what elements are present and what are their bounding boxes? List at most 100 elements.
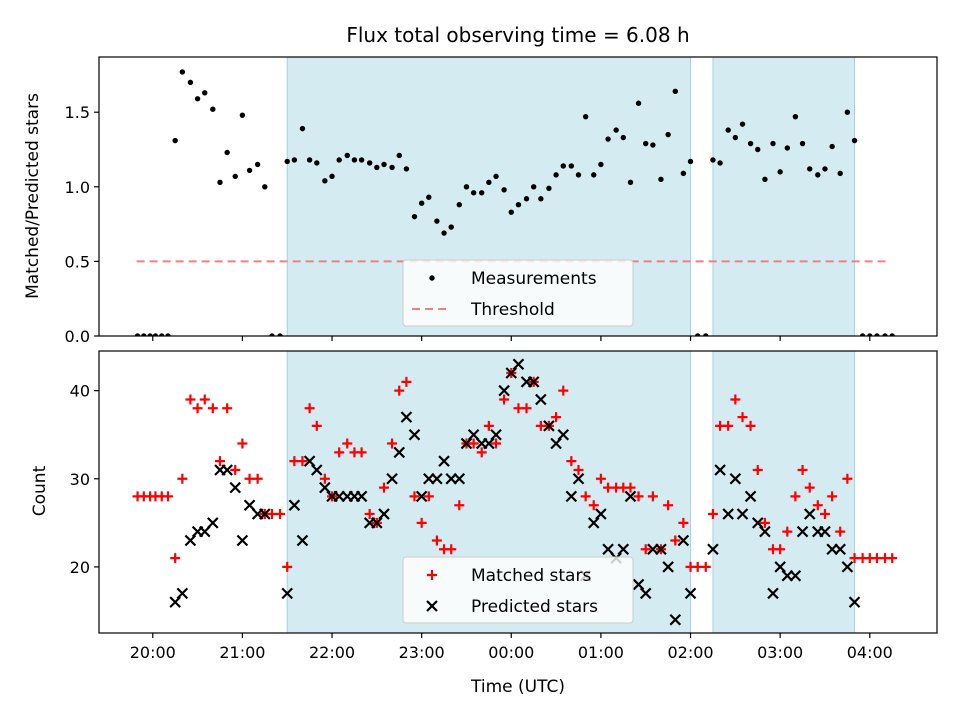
matched-stars-point [797, 464, 808, 475]
matched-stars-point [454, 500, 465, 511]
matched-stars-point [521, 403, 532, 414]
predicted-stars-point [535, 393, 547, 406]
matched-stars-point [483, 420, 494, 431]
matched-stars-point [707, 509, 718, 520]
measurement-point [530, 184, 537, 190]
matched-stars-point [199, 394, 210, 405]
measurement-point [411, 213, 418, 220]
top-legend-box [402, 259, 634, 327]
predicted-stars-point [527, 376, 540, 388]
predicted-stars-point [184, 534, 197, 547]
matched-stars-point [752, 464, 763, 475]
matched-stars-point [446, 544, 457, 555]
measurement-point [470, 190, 477, 196]
predicted-stars-point [729, 473, 742, 485]
matched-stars-point [678, 517, 689, 528]
measurement-point [239, 112, 246, 118]
matched-stars-point [476, 447, 487, 458]
legend-dot-icon [429, 275, 435, 281]
predicted-stars-point [624, 490, 637, 503]
measurement-point [695, 333, 701, 336]
measurement-point [829, 143, 835, 150]
measurement-point [874, 333, 880, 336]
predicted-stars-point [655, 543, 667, 556]
predicted-stars-point [736, 508, 749, 520]
measurement-point [844, 109, 851, 115]
measurement-point [710, 157, 716, 163]
bottom-shaded-window-1 [712, 351, 856, 633]
top-y-tick-label: 1.0 [65, 178, 90, 197]
matched-stars-point [252, 473, 263, 484]
predicted-stars-point [572, 473, 585, 485]
measurement-point [815, 172, 821, 178]
matched-stars-point [319, 473, 330, 484]
measurement-point [762, 176, 768, 183]
top-y-tick-label: 0.5 [65, 252, 90, 271]
predicted-stars-point [221, 464, 233, 476]
predicted-stars-point [490, 428, 502, 441]
predicted-stars-point [662, 561, 674, 573]
measurement-point [232, 173, 238, 180]
predicted-stars-point [639, 587, 652, 600]
predicted-stars-point [176, 587, 189, 600]
matched-stars-point [595, 473, 606, 484]
measurement-point [747, 140, 754, 147]
measurement-point [366, 160, 373, 166]
predicted-stars-point [759, 525, 771, 538]
predicted-stars-point [438, 455, 450, 467]
matched-stars-point [670, 535, 681, 546]
matched-stars-point [387, 438, 398, 449]
matched-stars-point [782, 526, 793, 537]
predicted-stars-point [229, 481, 242, 494]
measurement-point [426, 194, 432, 200]
predicted-stars-point [751, 517, 764, 529]
measurement-point [687, 158, 694, 165]
matched-stars-point [379, 482, 390, 493]
measurement-point [755, 146, 761, 153]
measurement-point [418, 200, 425, 206]
bottom-axes-frame [98, 350, 938, 634]
bottom-legend-box [402, 556, 634, 624]
matched-stars-point [566, 456, 577, 467]
top-shaded-window-1 [712, 57, 856, 336]
measurement-point [546, 185, 552, 191]
measurement-point [224, 149, 230, 156]
measurement-point [254, 161, 261, 168]
predicted-stars-point [543, 420, 555, 432]
matched-stars-point [431, 535, 442, 546]
measurement-point [486, 179, 492, 186]
measurement-point [374, 164, 380, 171]
predicted-stars-point [319, 481, 331, 494]
measurement-point [799, 140, 806, 147]
measurement-point [807, 166, 813, 172]
measurement-point [650, 142, 656, 148]
predicted-stars-point [467, 428, 480, 441]
measurement-point [187, 79, 194, 86]
predicted-stars-point [796, 525, 809, 538]
measurement-point [665, 131, 671, 138]
matched-stars-point [887, 553, 898, 564]
measurement-point [277, 333, 283, 336]
measurement-point [322, 178, 328, 184]
matched-stars-point [334, 447, 345, 458]
measurement-point [194, 96, 201, 102]
matched-stars-point [647, 491, 658, 502]
chart-title: Flux total observing time = 6.08 h [346, 23, 689, 47]
measurement-point [210, 106, 216, 112]
x-axis-label: Time (UTC) [470, 677, 565, 697]
measurement-point [172, 137, 178, 144]
matched-stars-point [499, 394, 510, 405]
measurement-point [538, 196, 544, 202]
measurement-point [658, 176, 664, 183]
measurement-point [463, 184, 470, 190]
measurement-point [217, 179, 223, 186]
matched-stars-point [663, 500, 674, 511]
measurement-point [147, 333, 153, 336]
measurement-point [560, 163, 566, 169]
predicted-stars-point [774, 561, 786, 573]
top-y-tick-label: 1.5 [65, 103, 90, 122]
measurement-point [344, 152, 350, 159]
x-tick-label: 02:00 [667, 643, 713, 662]
measurement-point [403, 166, 410, 172]
predicted-stars-point [296, 534, 309, 547]
